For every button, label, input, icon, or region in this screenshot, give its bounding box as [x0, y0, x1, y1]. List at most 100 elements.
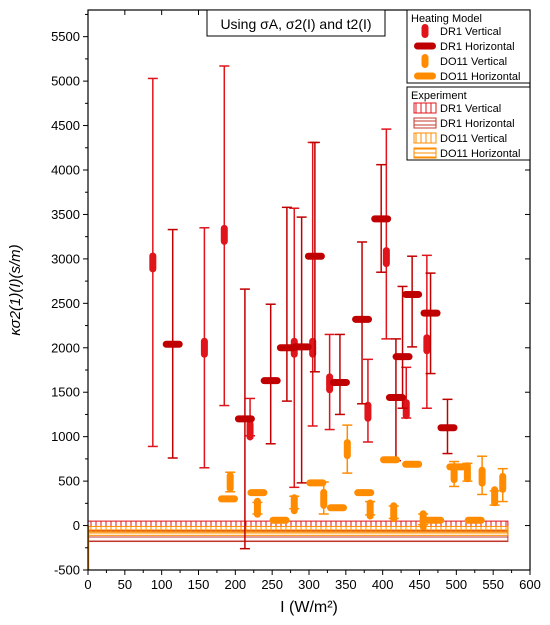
marker	[220, 224, 228, 245]
x-tick-label: 0	[84, 577, 91, 592]
data-point	[381, 128, 392, 340]
marker	[446, 463, 467, 471]
data-point	[307, 141, 318, 427]
x-tick-label: 200	[224, 577, 246, 592]
data-point	[477, 455, 488, 496]
marker	[371, 215, 392, 223]
marker	[329, 378, 350, 386]
data-point	[392, 285, 413, 409]
data-point	[324, 333, 335, 431]
marker	[326, 373, 334, 394]
legend-symbol	[414, 42, 436, 50]
y-tick-label: 500	[58, 474, 80, 489]
legend-symbol	[421, 54, 429, 68]
marker	[253, 497, 261, 518]
marker	[419, 510, 427, 531]
experiment-band	[87, 529, 509, 536]
data-point	[234, 288, 255, 550]
legend-entry-label: DO11 Horizontal	[440, 148, 521, 160]
legend-entry-label: DR1 Horizontal	[440, 118, 515, 130]
data-point	[497, 467, 508, 503]
data-point	[371, 163, 392, 273]
y-tick-label: 0	[73, 518, 80, 533]
marker	[382, 247, 390, 268]
data-point	[326, 504, 347, 512]
data-point	[219, 65, 230, 407]
marker	[260, 377, 281, 385]
data-point	[354, 489, 375, 497]
y-tick-label: -500	[54, 563, 80, 578]
data-point	[252, 497, 263, 518]
marker	[364, 401, 372, 422]
marker	[402, 399, 410, 420]
data-point	[489, 486, 500, 507]
marker	[392, 353, 413, 361]
legend-entry-label: DR1 Vertical	[440, 26, 501, 38]
data-point	[365, 499, 376, 520]
marker	[478, 466, 486, 487]
marker	[423, 334, 431, 355]
data-point	[306, 479, 327, 487]
data-point	[421, 254, 432, 409]
x-tick-label: 50	[118, 577, 132, 592]
x-tick-label: 450	[409, 577, 431, 592]
x-tick-label: 150	[188, 577, 210, 592]
marker	[424, 516, 445, 524]
data-point	[318, 481, 329, 515]
marker	[149, 252, 157, 273]
y-tick-label: 3500	[51, 207, 80, 222]
y-tick-label: 1000	[51, 429, 80, 444]
data-point	[247, 489, 268, 497]
marker	[162, 340, 183, 348]
data-point	[342, 424, 353, 474]
legend-title: Heating Model	[411, 13, 482, 25]
legend-symbol	[414, 72, 436, 80]
legend-entry-label: DO11 Horizontal	[440, 71, 521, 83]
x-tick-label: 300	[298, 577, 320, 592]
marker	[385, 394, 406, 402]
x-tick-label: 100	[151, 577, 173, 592]
marker	[200, 337, 208, 358]
y-tick-label: 2000	[51, 340, 80, 355]
data-point	[199, 227, 210, 469]
data-point	[245, 397, 256, 441]
marker	[420, 309, 441, 317]
marker	[290, 494, 298, 515]
data-marks	[147, 65, 508, 550]
y-tick-label: 4000	[51, 163, 80, 178]
marker	[217, 495, 238, 503]
data-point	[418, 510, 429, 531]
legend-entry-label: DO11 Vertical	[440, 133, 507, 145]
data-point	[402, 460, 423, 468]
legend-title: Experiment	[411, 90, 467, 102]
x-tick-label: 250	[261, 577, 283, 592]
y-tick-label: 3000	[51, 251, 80, 266]
marker	[402, 290, 423, 298]
legend-entry-label: DO11 Vertical	[440, 56, 507, 68]
y-axis-label: κσ2(1)(I)(s/m)	[7, 244, 24, 335]
x-axis-label: I (W/m²)	[280, 599, 338, 616]
data-point	[162, 228, 183, 459]
marker	[247, 489, 268, 497]
marker	[380, 456, 401, 464]
marker	[320, 488, 328, 509]
data-point	[362, 358, 373, 443]
legend-symbol	[413, 147, 437, 159]
x-axis: 0 50 100 150 200 250 300 350 400 450 500 550 600	[84, 10, 541, 592]
y-tick-label: 4500	[51, 118, 80, 133]
data-point	[424, 516, 445, 524]
data-point	[291, 216, 312, 484]
x-tick-label: 400	[372, 577, 394, 592]
data-point	[380, 456, 401, 464]
marker	[352, 315, 373, 323]
marker	[390, 502, 398, 523]
data-point	[437, 398, 458, 455]
marker	[304, 252, 325, 260]
marker	[234, 415, 255, 423]
legend-symbol	[413, 132, 437, 144]
x-tick-label: 550	[482, 577, 504, 592]
legend-symbol	[421, 24, 429, 38]
